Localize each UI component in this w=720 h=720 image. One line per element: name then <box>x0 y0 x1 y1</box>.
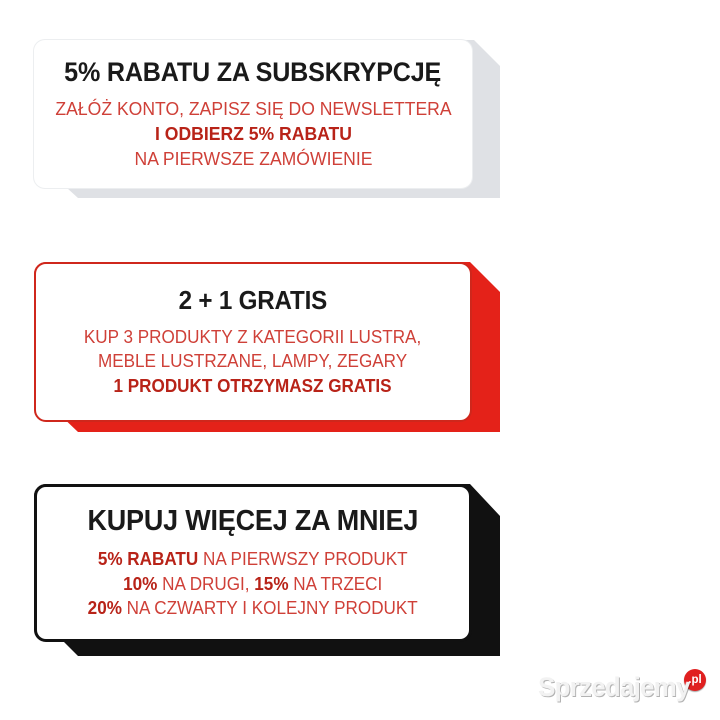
card-line: MEBLE LUSTRZANE, LAMPY, ZEGARY <box>84 349 421 374</box>
card-line: 20% NA CZWARTY I KOLEJNY PRODUKT <box>88 596 418 621</box>
text-segment: ZAŁÓŻ KONTO, ZAPISZ SIĘ DO NEWSLETTERA <box>54 98 452 119</box>
promo-card-gratis: 2 + 1 GRATIS KUP 3 PRODUKTY Z KATEGORII … <box>34 262 500 458</box>
text-segment-emphasis: 15% <box>254 573 289 594</box>
card-panel-subscription: 5% RABATU ZA SUBSKRYPCJĘ ZAŁÓŻ KONTO, ZA… <box>34 40 472 188</box>
promo-card-subscription: 5% RABATU ZA SUBSKRYPCJĘ ZAŁÓŻ KONTO, ZA… <box>34 40 500 222</box>
card-line: I ODBIERZ 5% RABATU <box>55 121 451 146</box>
card-line: 5% RABATU NA PIERWSZY PRODUKT <box>88 547 418 572</box>
card-body-gratis: KUP 3 PRODUKTY Z KATEGORII LUSTRA, MEBLE… <box>75 325 430 399</box>
card-panel-bulk: KUPUJ WIĘCEJ ZA MNIEJ 5% RABATU NA PIERW… <box>34 484 472 642</box>
watermark-pl-badge-icon: .pl <box>684 669 706 691</box>
text-segment: KUP 3 PRODUKTY Z KATEGORII LUSTRA, <box>84 326 422 347</box>
promo-card-bulk: KUPUJ WIĘCEJ ZA MNIEJ 5% RABATU NA PIERW… <box>34 484 500 680</box>
card-line: ZAŁÓŻ KONTO, ZAPISZ SIĘ DO NEWSLETTERA <box>55 96 451 121</box>
text-segment: MEBLE LUSTRZANE, LAMPY, ZEGARY <box>98 351 408 372</box>
card-body-subscription: ZAŁÓŻ KONTO, ZAPISZ SIĘ DO NEWSLETTERA I… <box>45 96 462 171</box>
text-segment-emphasis: 10% <box>123 573 158 594</box>
text-segment: NA CZWARTY I KOLEJNY PRODUKT <box>122 598 419 619</box>
watermark-sprzedajemy: Sprzedajemy .pl <box>535 669 706 702</box>
card-line: NA PIERWSZE ZAMÓWIENIE <box>55 146 451 171</box>
card-line: 1 PRODUKT OTRZYMASZ GRATIS <box>84 374 421 399</box>
text-segment-emphasis: 1 PRODUKT OTRZYMASZ GRATIS <box>113 375 393 396</box>
card-heading-subscription: 5% RABATU ZA SUBSKRYPCJĘ <box>64 57 442 87</box>
card-line: 10% NA DRUGI, 15% NA TRZECI <box>88 572 418 597</box>
card-body-bulk: 5% RABATU NA PIERWSZY PRODUKT 10% NA DRU… <box>79 547 426 621</box>
text-segment-emphasis: 5% RABATU <box>98 549 199 570</box>
card-panel-gratis: 2 + 1 GRATIS KUP 3 PRODUKTY Z KATEGORII … <box>34 262 472 422</box>
card-heading-gratis: 2 + 1 GRATIS <box>178 284 328 315</box>
text-segment-emphasis: I ODBIERZ 5% RABATU <box>154 123 352 144</box>
card-heading-bulk: KUPUJ WIĘCEJ ZA MNIEJ <box>87 505 419 538</box>
text-segment: NA DRUGI, <box>157 573 255 594</box>
watermark-wordmark: Sprzedajemy <box>538 672 690 702</box>
card-line: KUP 3 PRODUKTY Z KATEGORII LUSTRA, <box>84 325 421 350</box>
text-segment: NA PIERWSZE ZAMÓWIENIE <box>134 148 372 169</box>
text-segment: NA PIERWSZY PRODUKT <box>198 549 408 570</box>
text-segment-emphasis: 20% <box>87 598 123 619</box>
text-segment: NA TRZECI <box>288 573 383 594</box>
